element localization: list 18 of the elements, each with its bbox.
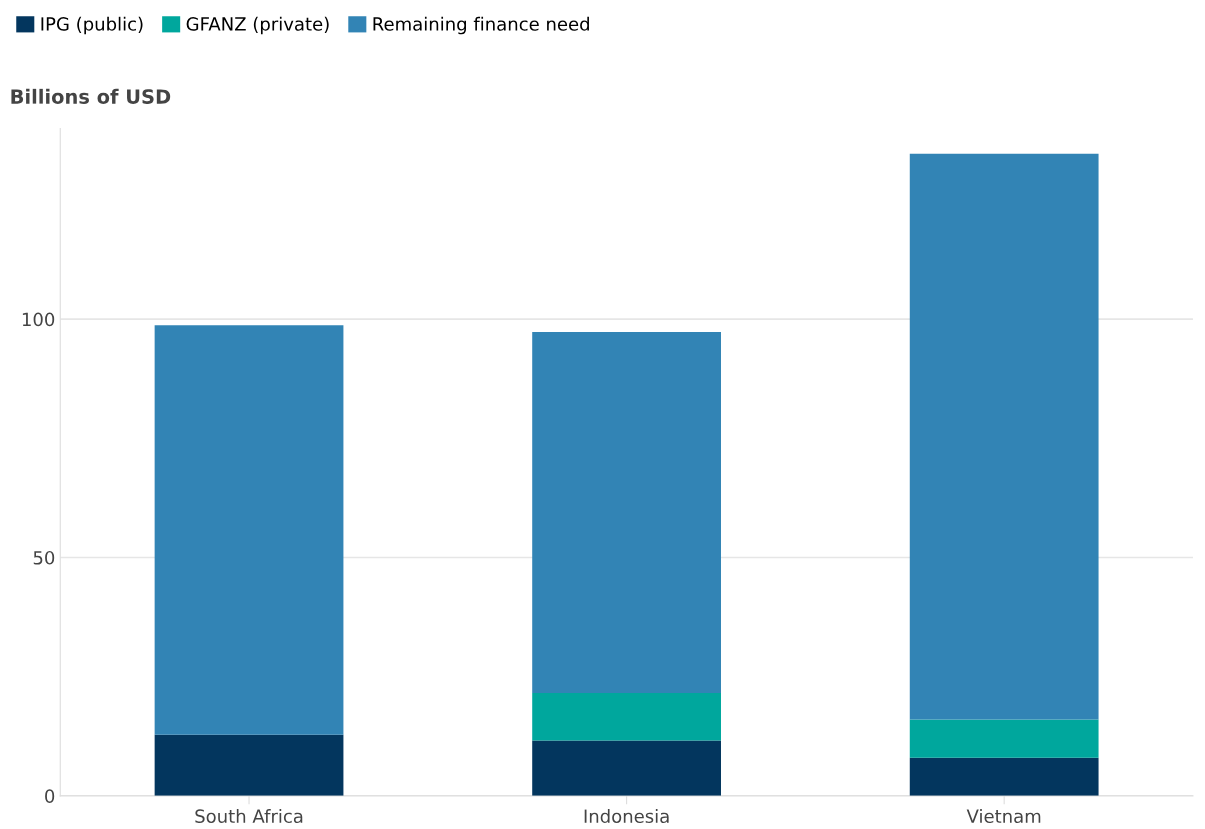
x-tick-label: Indonesia bbox=[584, 809, 669, 824]
y-tick-label: 100 bbox=[22, 312, 55, 327]
y-tick-label: 50 bbox=[33, 550, 55, 565]
legend-label: Remaining finance need bbox=[373, 16, 589, 35]
bar bbox=[909, 719, 1099, 758]
legend-label: IPG (public) bbox=[41, 16, 143, 35]
y-tick-label: 0 bbox=[45, 789, 55, 803]
bar bbox=[532, 740, 721, 796]
bar bbox=[909, 153, 1099, 720]
bar bbox=[154, 325, 344, 735]
x-tick-label: Vietnam bbox=[966, 809, 1041, 824]
legend-label: GFANZ (private) bbox=[186, 16, 329, 35]
bar bbox=[532, 692, 721, 741]
bar bbox=[154, 734, 344, 796]
bar bbox=[909, 757, 1099, 796]
x-tick-label: South Africa bbox=[195, 809, 303, 824]
y-axis-title: Billions of USD bbox=[11, 88, 171, 104]
bar bbox=[532, 332, 721, 693]
